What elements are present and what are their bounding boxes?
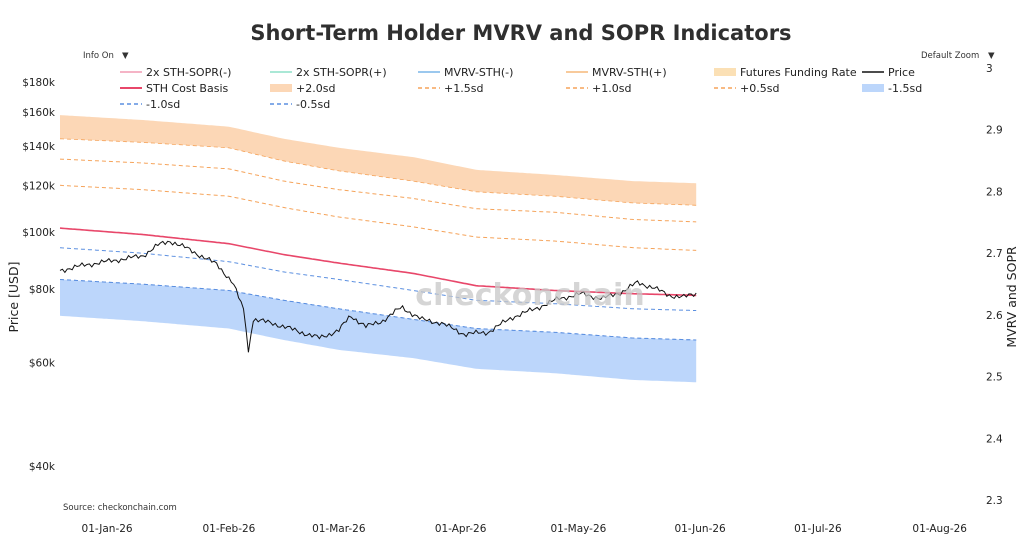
y-tick-label: $80k [29, 284, 56, 296]
legend-label: -0.5sd [296, 98, 330, 111]
legend-label: +0.5sd [740, 82, 779, 95]
plus-1sd-line [59, 184, 697, 251]
legend-swatch [270, 84, 292, 92]
source-note: Source: checkonchain.com [63, 503, 177, 513]
legend-swatch [862, 84, 884, 92]
x-tick-label: 01-Jul-26 [794, 523, 842, 535]
legend-label: MVRV-STH(-) [444, 66, 513, 79]
x-tick-label: 01-Aug-26 [912, 523, 967, 535]
legend-label: 2x STH-SOPR(-) [146, 66, 231, 79]
legend-label: STH Cost Basis [146, 82, 228, 95]
y-tick-label: $100k [22, 227, 56, 239]
legend-item[interactable]: MVRV-STH(+) [566, 66, 667, 79]
y-tick-label: $140k [22, 141, 56, 153]
chart-title: Short-Term Holder MVRV and SOPR Indicato… [250, 21, 791, 45]
y-axis-right: 2.3 2.4 2.5 2.6 2.7 2.8 2.9 3 [986, 63, 1003, 507]
y-tick-label: $40k [29, 461, 56, 473]
minus-1-5sd-edge [59, 279, 697, 341]
y-tick-label: $160k [22, 107, 56, 119]
y2-tick-label: 2.7 [986, 248, 1003, 260]
x-axis: 01-Jan-26 01-Feb-26 01-Mar-26 01-Apr-26 01-M… [82, 523, 968, 535]
legend-item[interactable]: 2x STH-SOPR(-) [120, 66, 231, 79]
info-dropdown-icon[interactable]: ▼ [122, 51, 129, 61]
y-tick-label: $120k [22, 180, 56, 192]
legend-item[interactable]: Futures Funding Rate [714, 66, 857, 79]
legend-label: +1.0sd [592, 82, 631, 95]
legend-label: +1.5sd [444, 82, 483, 95]
legend-label: Price [888, 66, 915, 79]
x-tick-label: 01-Mar-26 [312, 523, 366, 535]
zoom-select[interactable]: Default Zoom [921, 51, 979, 61]
plot-area [59, 115, 697, 383]
legend-label: -1.5sd [888, 82, 922, 95]
legend-label: 2x STH-SOPR(+) [296, 66, 387, 79]
y2-axis-label: MVRV and SOPR [1004, 246, 1019, 348]
minus-1-5sd-band [60, 279, 697, 383]
plus-2sd-band [60, 115, 697, 206]
y2-tick-label: 3 [986, 63, 993, 75]
legend[interactable]: 2x STH-SOPR(-) 2x STH-SOPR(+) MVRV-STH(-) M… [120, 66, 922, 111]
y-axis-label: Price [USD] [6, 262, 21, 333]
y2-tick-label: 2.8 [986, 186, 1003, 198]
info-toggle[interactable]: Info On [83, 51, 114, 61]
x-tick-label: 01-Jan-26 [82, 523, 133, 535]
y2-tick-label: 2.4 [986, 433, 1003, 445]
y-tick-label: $60k [29, 357, 56, 369]
y2-tick-label: 2.3 [986, 495, 1003, 507]
x-tick-label: 01-Apr-26 [435, 523, 487, 535]
legend-label: MVRV-STH(+) [592, 66, 667, 79]
legend-swatch [714, 68, 736, 76]
y2-tick-label: 2.9 [986, 125, 1003, 137]
legend-item[interactable]: 2x STH-SOPR(+) [270, 66, 387, 79]
x-tick-label: 01-Feb-26 [202, 523, 255, 535]
legend-item[interactable]: +1.0sd [566, 82, 631, 95]
y2-tick-label: 2.6 [986, 310, 1003, 322]
sth-cost-basis-line [59, 227, 697, 297]
y-axis-left: $40k $60k $80k $100k $120k $140k $160k $180k [22, 77, 56, 473]
y2-tick-label: 2.5 [986, 372, 1003, 384]
y-tick-label: $180k [22, 77, 56, 89]
price-line [59, 240, 697, 353]
x-tick-label: 01-May-26 [550, 523, 606, 535]
legend-item[interactable]: +0.5sd [714, 82, 779, 95]
legend-item[interactable]: -1.5sd [862, 82, 922, 95]
legend-item[interactable]: Price [862, 66, 915, 79]
legend-item[interactable]: STH Cost Basis [120, 82, 228, 95]
watermark: checkonchain [415, 278, 644, 313]
legend-item[interactable]: -1.0sd [120, 98, 180, 111]
plus-2sd-edge [59, 138, 697, 206]
plus-1-5sd-line [59, 158, 697, 223]
legend-label: +2.0sd [296, 82, 335, 95]
minus-0-5sd-line [59, 247, 697, 311]
zoom-dropdown-icon[interactable]: ▼ [988, 51, 995, 61]
legend-item[interactable]: MVRV-STH(-) [418, 66, 513, 79]
legend-item[interactable]: -0.5sd [270, 98, 330, 111]
legend-item[interactable]: +2.0sd [270, 82, 335, 95]
legend-item[interactable]: +1.5sd [418, 82, 483, 95]
legend-label: -1.0sd [146, 98, 180, 111]
x-tick-label: 01-Jun-26 [674, 523, 726, 535]
legend-label: Futures Funding Rate [740, 66, 857, 79]
